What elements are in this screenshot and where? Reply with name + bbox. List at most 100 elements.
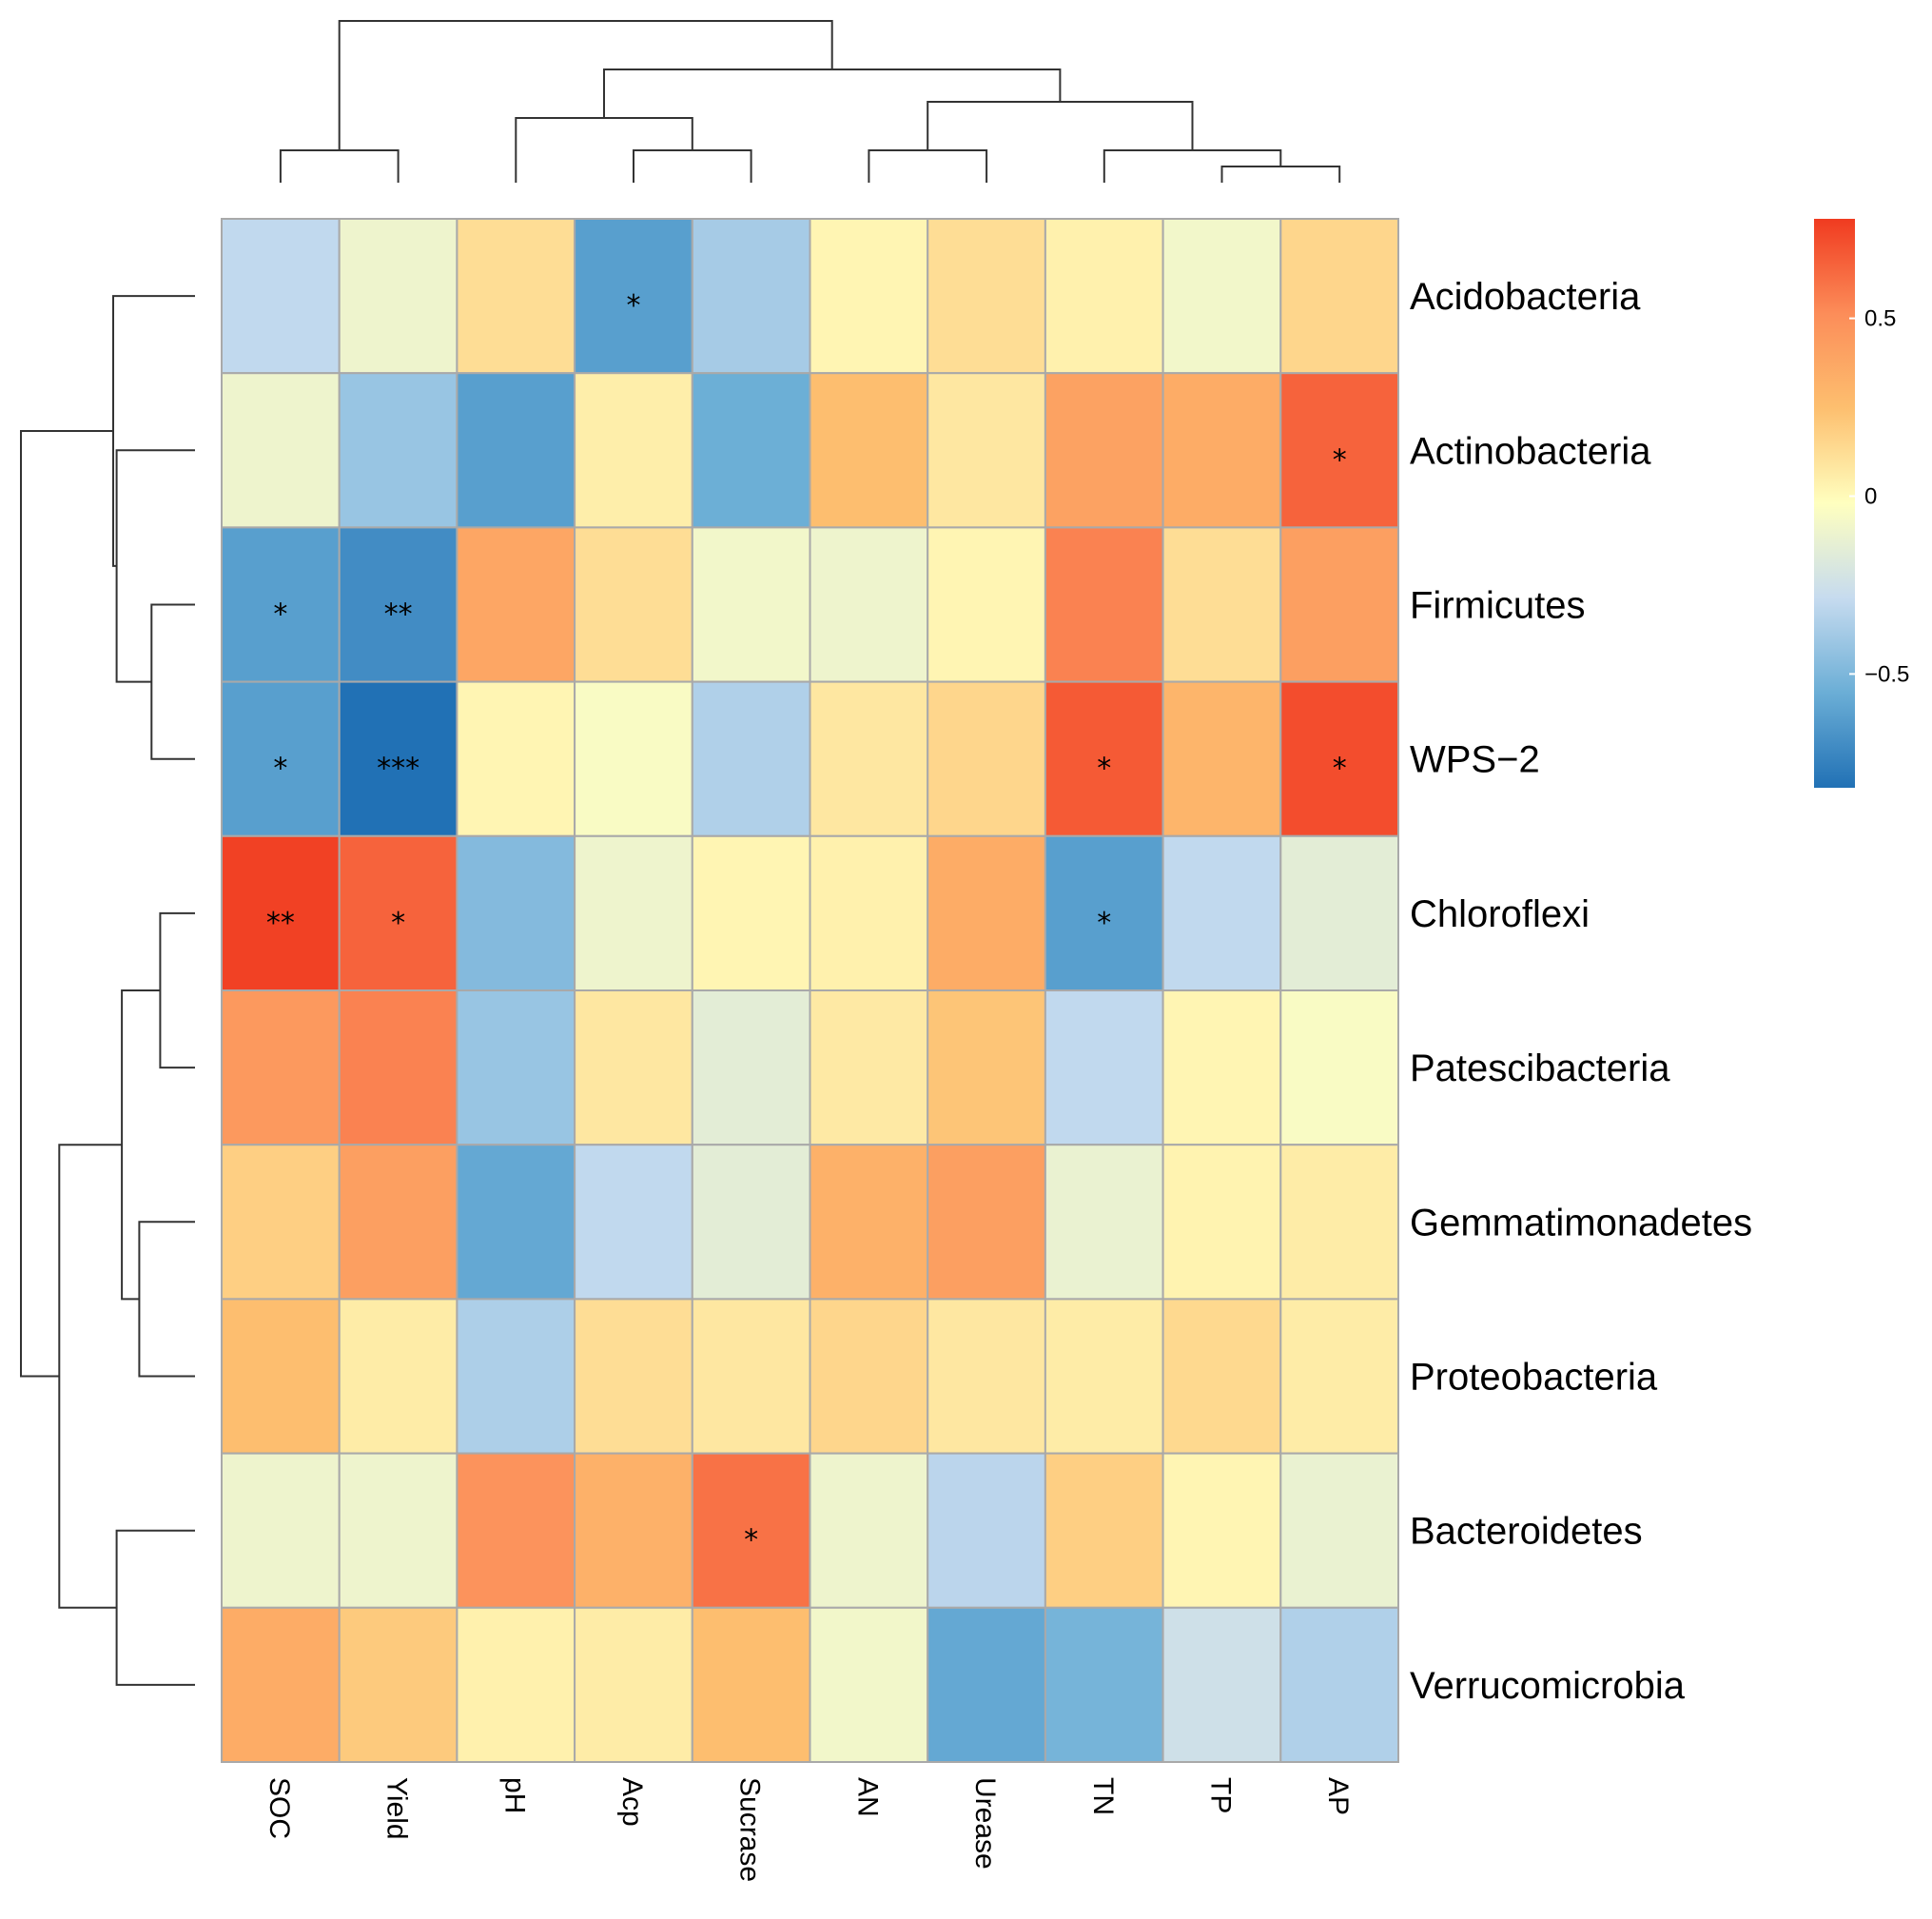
heatmap-cell xyxy=(691,680,811,837)
heatmap-cell xyxy=(927,372,1046,529)
heatmap-cell xyxy=(809,1452,929,1609)
heatmap-cell xyxy=(1279,834,1400,991)
dendrogram-branch xyxy=(138,1221,195,1378)
row-label: Bacteroidetes xyxy=(1410,1511,1643,1553)
row-label: Verrucomicrobia xyxy=(1410,1665,1686,1707)
heatmap-cell xyxy=(1279,989,1400,1146)
row-label: Proteobacteria xyxy=(1410,1357,1658,1399)
heatmap-cell xyxy=(1161,526,1282,683)
heatmap-cell xyxy=(1161,1298,1282,1455)
significance-mark: * xyxy=(1097,753,1111,786)
heatmap-cell xyxy=(338,1298,459,1455)
heatmap-cell xyxy=(456,1144,576,1301)
dendrogram-branch xyxy=(633,149,752,183)
colorbar-legend: 0.5 0 −0.5 xyxy=(1814,219,1909,788)
dendrogram-branch xyxy=(159,911,195,1069)
dendrogram-branch xyxy=(150,603,195,760)
heatmap-cell xyxy=(927,834,1046,991)
heatmap-cell xyxy=(1044,1452,1164,1609)
dendrogram-branch xyxy=(927,101,1194,150)
row-label: WPS−2 xyxy=(1410,739,1540,781)
heatmap-cell xyxy=(1044,372,1164,529)
heatmap-cell xyxy=(1044,1606,1164,1764)
row-label: Acidobacteria xyxy=(1410,276,1641,318)
heatmap-cell xyxy=(221,989,341,1146)
heatmap-cell xyxy=(1161,834,1282,991)
significance-mark: * xyxy=(391,907,405,940)
heatmap-cell xyxy=(1279,1452,1400,1609)
heatmap-cell xyxy=(691,372,811,529)
heatmap-cell xyxy=(221,526,341,683)
dendrogram-branch xyxy=(1220,166,1341,183)
heatmap-cell xyxy=(1161,218,1282,375)
heatmap-cell xyxy=(574,1452,693,1609)
column-label: Yield xyxy=(381,1777,413,1840)
heatmap-cell xyxy=(691,989,811,1146)
column-labels: SOC Yield pH Acp Sucrase AN Urease TN TP AP xyxy=(263,1777,1354,1882)
column-label: AN xyxy=(851,1777,883,1817)
row-label: Gemmatimonadetes xyxy=(1410,1202,1752,1243)
heatmap-cell xyxy=(809,1606,929,1764)
heatmap-cell xyxy=(338,989,459,1146)
heatmap-cell xyxy=(456,372,576,529)
heatmap-cell xyxy=(338,218,459,375)
heatmap-cell xyxy=(927,1298,1046,1455)
heatmap-cell xyxy=(338,526,459,683)
heatmap-cell xyxy=(1161,372,1282,529)
dendrogram-branch xyxy=(868,149,988,183)
heatmap-cell xyxy=(221,1606,341,1764)
dendrogram-branch xyxy=(58,1144,123,1609)
heatmap-cell xyxy=(574,834,693,991)
heatmap-cell xyxy=(338,680,459,837)
heatmap-cell xyxy=(456,218,576,375)
heatmap-cell xyxy=(338,372,459,529)
heatmap-cell xyxy=(691,1144,811,1301)
heatmap-cell xyxy=(927,218,1046,375)
heatmap-cell xyxy=(809,372,929,529)
heatmap-cell xyxy=(809,1144,929,1301)
dendrogram-branch xyxy=(20,430,113,1378)
heatmap-cell xyxy=(809,218,929,375)
column-label: pH xyxy=(498,1777,530,1813)
heatmap-cell xyxy=(221,1144,341,1301)
row-dendrogram xyxy=(20,295,195,1686)
significance-mark: * xyxy=(1333,443,1347,477)
heatmap-cell xyxy=(1044,834,1164,991)
heatmap-cell xyxy=(574,1606,693,1764)
heatmap-cell xyxy=(691,1452,811,1609)
heatmap-cell xyxy=(809,680,929,837)
column-label: TP xyxy=(1205,1777,1237,1813)
heatmap-cell xyxy=(1044,526,1164,683)
heatmap-cell xyxy=(338,1452,459,1609)
column-label: TN xyxy=(1087,1777,1119,1815)
heatmap-cell xyxy=(691,526,811,683)
colorbar-tick-label: 0.5 xyxy=(1864,306,1896,332)
heatmap-cell xyxy=(1279,1144,1400,1301)
column-label: SOC xyxy=(263,1777,295,1839)
heatmap-cell xyxy=(927,1144,1046,1301)
heatmap-cell xyxy=(456,1298,576,1455)
significance-mark: * xyxy=(1333,753,1347,786)
heatmap-cell xyxy=(221,218,341,375)
dendrogram-branch xyxy=(112,295,195,567)
heatmap-cell xyxy=(691,218,811,375)
significance-mark: ** xyxy=(384,598,413,632)
significance-mark: *** xyxy=(377,753,420,786)
heatmap-cell xyxy=(1279,1606,1400,1764)
row-label: Chloroflexi xyxy=(1410,893,1590,935)
significance-mark: * xyxy=(627,289,641,323)
heatmap-cell xyxy=(574,526,693,683)
heatmap-cell xyxy=(456,1452,576,1609)
heatmap-cell xyxy=(1044,680,1164,837)
heatmap-cell xyxy=(456,526,576,683)
heatmap-cells xyxy=(221,218,1400,1764)
heatmap-cell xyxy=(221,1298,341,1455)
heatmap-cell xyxy=(691,1606,811,1764)
heatmap-cell xyxy=(1161,1144,1282,1301)
heatmap-cell xyxy=(1161,1606,1282,1764)
row-labels: Acidobacteria Actinobacteria Firmicutes WPS… xyxy=(1410,276,1752,1707)
heatmap-cell xyxy=(456,834,576,991)
colorbar-tick-label: 0 xyxy=(1864,484,1877,510)
heatmap-cell xyxy=(1161,989,1282,1146)
heatmap-cell xyxy=(927,1452,1046,1609)
